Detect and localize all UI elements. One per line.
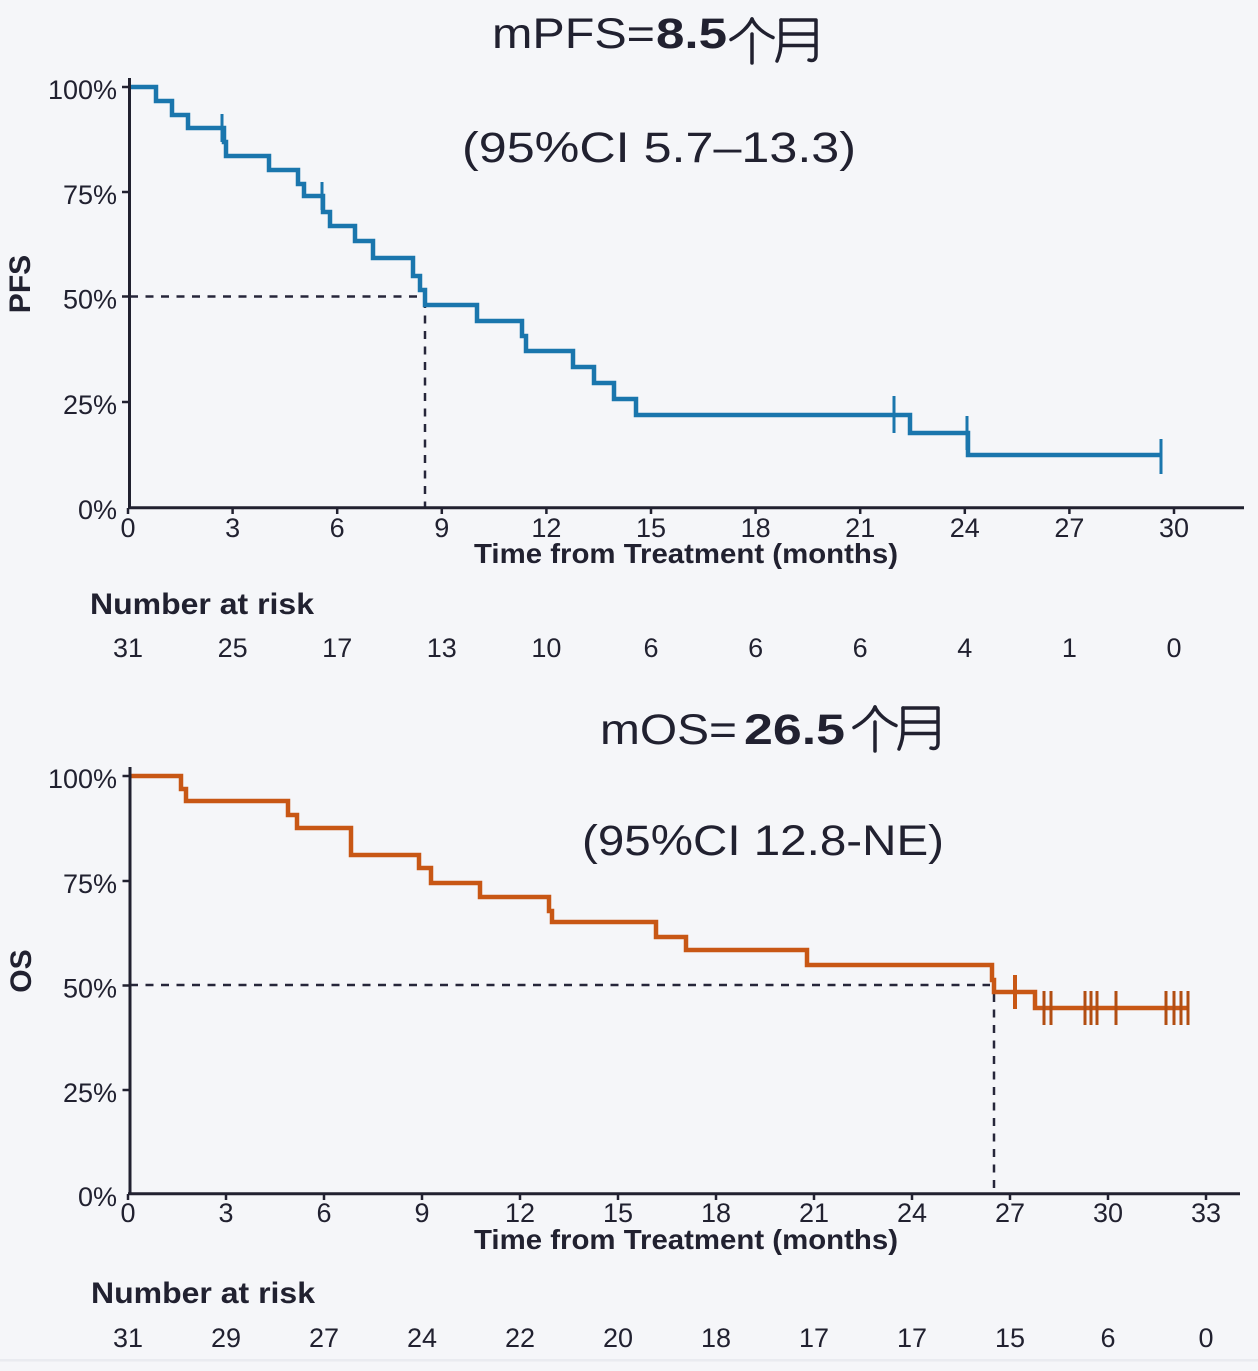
svg-text:15: 15 bbox=[995, 1323, 1025, 1353]
svg-text:24: 24 bbox=[950, 513, 980, 543]
svg-text:6: 6 bbox=[316, 1198, 331, 1228]
svg-text:50%: 50% bbox=[63, 285, 117, 315]
svg-text:12: 12 bbox=[505, 1198, 535, 1228]
svg-text:18: 18 bbox=[701, 1198, 731, 1228]
svg-text:75%: 75% bbox=[63, 180, 117, 210]
svg-text:0: 0 bbox=[1198, 1323, 1213, 1353]
svg-text:30: 30 bbox=[1093, 1198, 1123, 1228]
svg-text:31: 31 bbox=[113, 1323, 143, 1353]
svg-text:27: 27 bbox=[995, 1198, 1025, 1228]
svg-text:0: 0 bbox=[120, 1198, 135, 1228]
svg-text:0: 0 bbox=[1166, 633, 1181, 663]
svg-text:33: 33 bbox=[1191, 1198, 1221, 1228]
svg-text:Time from Treatment (months): Time from Treatment (months) bbox=[474, 1224, 898, 1255]
svg-text:25%: 25% bbox=[63, 390, 117, 420]
svg-text:mPFS=: mPFS= bbox=[492, 10, 655, 58]
svg-text:15: 15 bbox=[636, 513, 666, 543]
svg-text:29: 29 bbox=[211, 1323, 241, 1353]
svg-text:24: 24 bbox=[407, 1323, 437, 1353]
svg-text:30: 30 bbox=[1159, 513, 1189, 543]
svg-text:18: 18 bbox=[701, 1323, 731, 1353]
svg-text:OS: OS bbox=[5, 949, 38, 992]
svg-text:24: 24 bbox=[897, 1198, 927, 1228]
svg-text:Number at risk: Number at risk bbox=[91, 1277, 315, 1310]
svg-text:mOS=: mOS= bbox=[600, 706, 737, 754]
svg-text:9: 9 bbox=[414, 1198, 429, 1228]
svg-text:75%: 75% bbox=[63, 869, 117, 899]
svg-text:50%: 50% bbox=[63, 974, 117, 1004]
svg-text:17: 17 bbox=[897, 1323, 927, 1353]
svg-text:3: 3 bbox=[218, 1198, 233, 1228]
svg-text:20: 20 bbox=[603, 1323, 633, 1353]
svg-text:100%: 100% bbox=[48, 75, 117, 105]
svg-text:6: 6 bbox=[643, 633, 658, 663]
svg-text:6: 6 bbox=[853, 633, 868, 663]
svg-text:6: 6 bbox=[330, 513, 345, 543]
svg-text:8.5: 8.5 bbox=[656, 10, 727, 58]
svg-text:3: 3 bbox=[225, 513, 240, 543]
svg-text:21: 21 bbox=[799, 1198, 829, 1228]
svg-text:15: 15 bbox=[603, 1198, 633, 1228]
svg-text:6: 6 bbox=[1100, 1323, 1115, 1353]
svg-text:4: 4 bbox=[957, 633, 972, 663]
svg-text:22: 22 bbox=[505, 1323, 535, 1353]
svg-text:27: 27 bbox=[1054, 513, 1084, 543]
svg-text:26.5: 26.5 bbox=[744, 706, 845, 754]
svg-text:18: 18 bbox=[741, 513, 771, 543]
svg-text:100%: 100% bbox=[48, 764, 117, 794]
svg-text:17: 17 bbox=[799, 1323, 829, 1353]
svg-text:0: 0 bbox=[120, 513, 135, 543]
svg-text:PFS: PFS bbox=[4, 255, 37, 313]
svg-text:17: 17 bbox=[322, 633, 352, 663]
svg-text:(95%CI 5.7–13.3): (95%CI 5.7–13.3) bbox=[462, 124, 856, 172]
svg-text:Time from Treatment (months): Time from Treatment (months) bbox=[474, 538, 898, 569]
svg-text:21: 21 bbox=[845, 513, 875, 543]
svg-text:0%: 0% bbox=[78, 1182, 117, 1212]
svg-text:13: 13 bbox=[427, 633, 457, 663]
svg-text:1: 1 bbox=[1062, 633, 1077, 663]
svg-text:(95%CI 12.8-NE): (95%CI 12.8-NE) bbox=[582, 817, 944, 865]
svg-text:9: 9 bbox=[434, 513, 449, 543]
svg-text:Number at risk: Number at risk bbox=[90, 588, 314, 621]
svg-text:25: 25 bbox=[218, 633, 248, 663]
svg-text:10: 10 bbox=[531, 633, 561, 663]
svg-text:25%: 25% bbox=[63, 1078, 117, 1108]
svg-text:12: 12 bbox=[531, 513, 561, 543]
svg-text:27: 27 bbox=[309, 1323, 339, 1353]
svg-text:6: 6 bbox=[748, 633, 763, 663]
svg-text:31: 31 bbox=[113, 633, 143, 663]
svg-text:0%: 0% bbox=[78, 495, 117, 525]
